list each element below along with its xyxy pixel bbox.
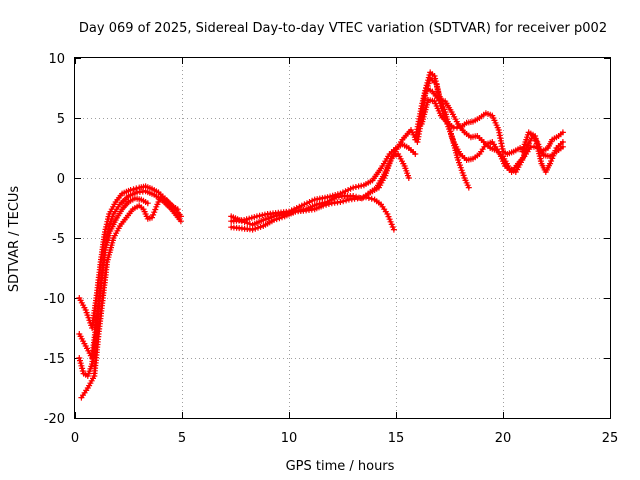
x-tick-label: 25 xyxy=(602,431,619,446)
gridlines xyxy=(75,58,610,418)
chart-title: Day 069 of 2025, Sidereal Day-to-day VTE… xyxy=(79,21,607,36)
y-tick-label: -10 xyxy=(44,292,65,307)
y-tick-label: -15 xyxy=(44,352,65,367)
y-axis-label: SDTVAR / TECUs xyxy=(7,186,22,293)
y-tick-label: -20 xyxy=(44,412,65,427)
x-tick-label: 0 xyxy=(71,431,79,446)
series-8-markers xyxy=(365,69,472,197)
series-10-markers xyxy=(418,97,528,157)
data-series xyxy=(76,69,566,401)
x-tick-labels: 0 5 10 15 20 25 xyxy=(71,431,618,446)
x-tick-label: 15 xyxy=(388,431,405,446)
y-tick-label: -5 xyxy=(52,232,65,247)
series-11-markers xyxy=(420,75,566,175)
y-tick-label: 0 xyxy=(57,172,65,187)
series-4-markers xyxy=(78,194,181,401)
y-tick-label: 10 xyxy=(48,52,65,67)
plot-frame xyxy=(74,57,611,419)
x-tick-label: 10 xyxy=(281,431,298,446)
x-tick-label: 5 xyxy=(178,431,186,446)
series-7-markers xyxy=(228,141,419,225)
y-tick-labels: -20 -15 -10 -5 0 5 10 xyxy=(44,52,65,427)
series-11-trace xyxy=(422,77,565,174)
x-tick-label: 20 xyxy=(495,431,512,446)
x-axis-label: GPS time / hours xyxy=(286,459,395,474)
series-12-markers xyxy=(519,129,566,175)
y-tick-label: 5 xyxy=(57,112,65,127)
